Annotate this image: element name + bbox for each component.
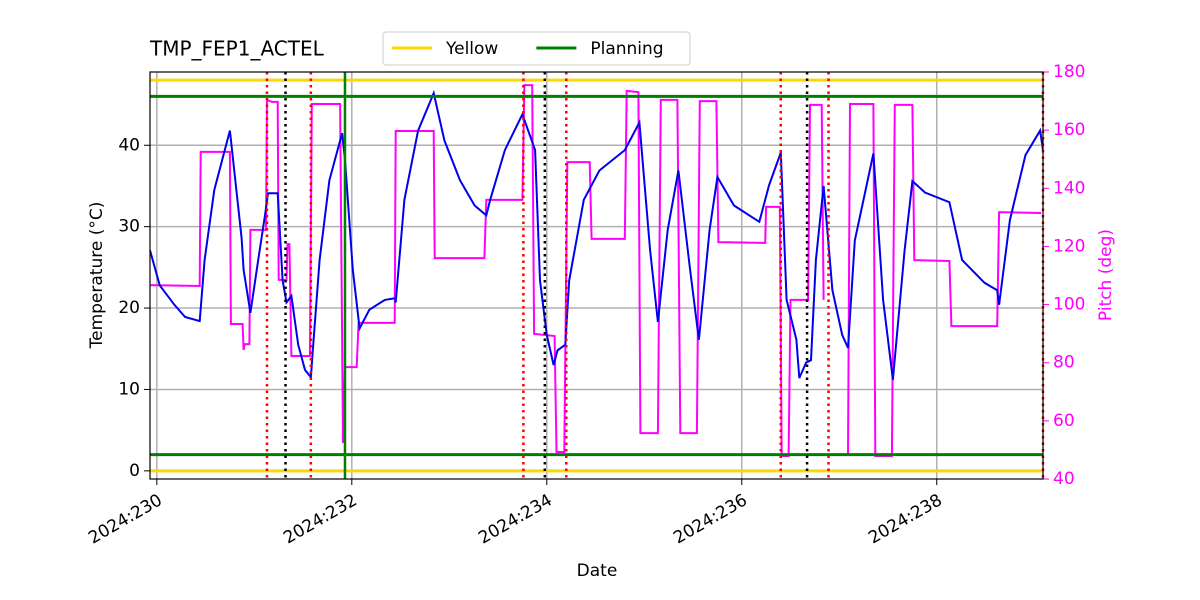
x-tick-label: 2024:234 [475, 490, 556, 548]
x-tick-label: 2024:238 [865, 490, 946, 548]
series-line [150, 89, 1043, 380]
y2-tick-label: 120 [1053, 236, 1085, 256]
y2-tick-label: 60 [1053, 411, 1075, 431]
legend-label: Planning [590, 39, 663, 59]
y2-tick-label: 40 [1053, 469, 1075, 489]
y-tick-label: 10 [118, 379, 140, 399]
chart-title: TMP_FEP1_ACTEL [149, 37, 325, 61]
x-tick-label: 2024:236 [670, 490, 751, 548]
y-tick-label: 0 [129, 461, 140, 481]
y-tick-label: 30 [118, 217, 140, 237]
x-tick-label: 2024:230 [85, 490, 166, 548]
y2-axis-label: Pitch (deg) [1096, 229, 1116, 321]
y2-tick-label: 140 [1053, 178, 1085, 198]
y2-tick-label: 80 [1053, 353, 1075, 373]
y2-tick-label: 160 [1053, 120, 1085, 140]
y2-tick-label: 180 [1053, 62, 1085, 82]
legend-label: Yellow [445, 39, 498, 59]
y-axis-label: Temperature (°C) [87, 202, 107, 350]
series-line [150, 84, 1042, 457]
y-tick-label: 40 [118, 135, 140, 155]
x-tick-label: 2024:232 [280, 490, 361, 548]
y-tick-label: 20 [118, 298, 140, 318]
plot-frame [149, 71, 1044, 480]
x-axis-label: Date [577, 561, 618, 581]
y2-tick-label: 100 [1053, 295, 1085, 315]
